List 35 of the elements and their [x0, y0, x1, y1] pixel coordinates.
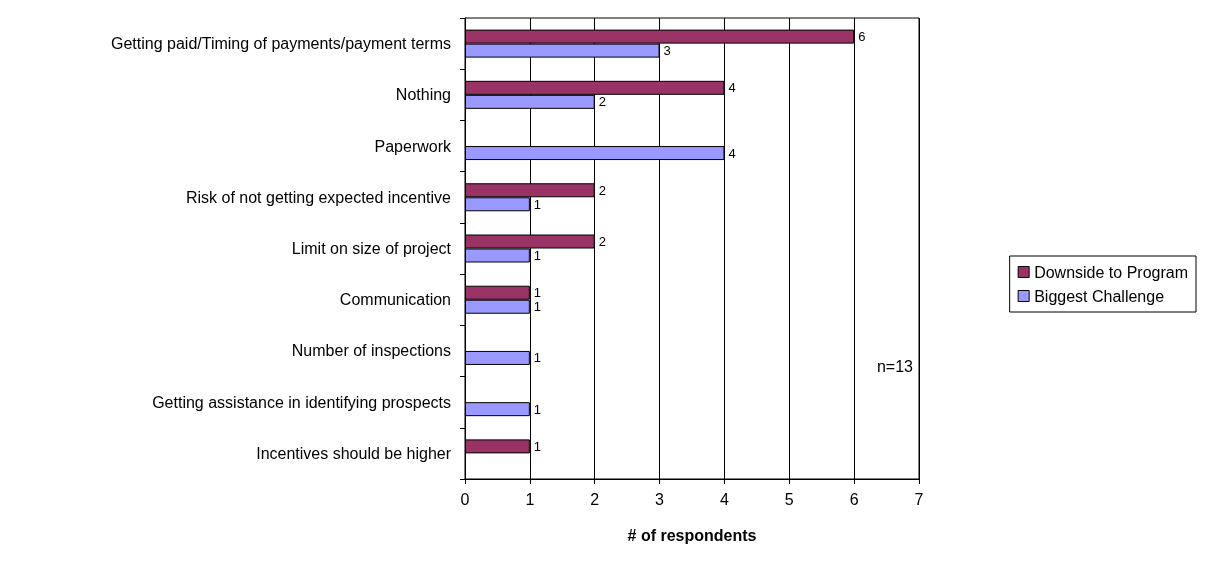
data-label: 4	[728, 80, 736, 96]
x-tick-label: 2	[590, 490, 600, 508]
data-label: 2	[598, 94, 606, 110]
y-tick-label: Nothing	[395, 86, 451, 104]
y-tick-label: Paperwork	[374, 137, 452, 155]
y-tick-label: Number of inspections	[291, 342, 451, 360]
data-label: 1	[533, 299, 542, 315]
x-tick-label: 6	[849, 490, 859, 508]
x-tick-label: 4	[719, 490, 729, 508]
y-tick-label: Risk of not getting expected incentive	[185, 188, 452, 206]
y-tick-label: Limit on size of project	[291, 240, 452, 257]
data-label: 3	[663, 43, 671, 59]
data-label: 1	[533, 285, 542, 301]
data-label: 2	[598, 234, 606, 249]
data-label: 1	[533, 248, 542, 263]
x-tick-label: 5	[784, 490, 794, 508]
data-label: 1	[533, 438, 542, 454]
legend-label: Biggest Challenge	[1034, 287, 1165, 305]
y-tick-label: Incentives should be higher	[256, 444, 452, 462]
legend-label: Downside to Program	[1034, 263, 1188, 281]
data-label: 1	[533, 401, 542, 417]
annotation: n=13	[876, 357, 914, 375]
x-tick-label: 7	[914, 490, 924, 508]
data-label: 6	[858, 29, 866, 45]
data-label: 2	[598, 182, 606, 198]
y-tick-label: Getting paid/Timing of payments/payment terms	[111, 35, 451, 53]
data-label: 1	[533, 196, 542, 212]
x-tick-label: 1	[525, 490, 535, 508]
data-label: 4	[728, 145, 736, 161]
data-label: 1	[533, 350, 542, 366]
y-tick-label: Communication	[339, 291, 451, 309]
x-tick-label: 3	[655, 490, 665, 508]
x-axis-title: # of respondents	[627, 526, 757, 544]
x-tick-label: 0	[460, 490, 470, 508]
y-tick-label: Getting assistance in identifying prospects	[152, 393, 451, 411]
